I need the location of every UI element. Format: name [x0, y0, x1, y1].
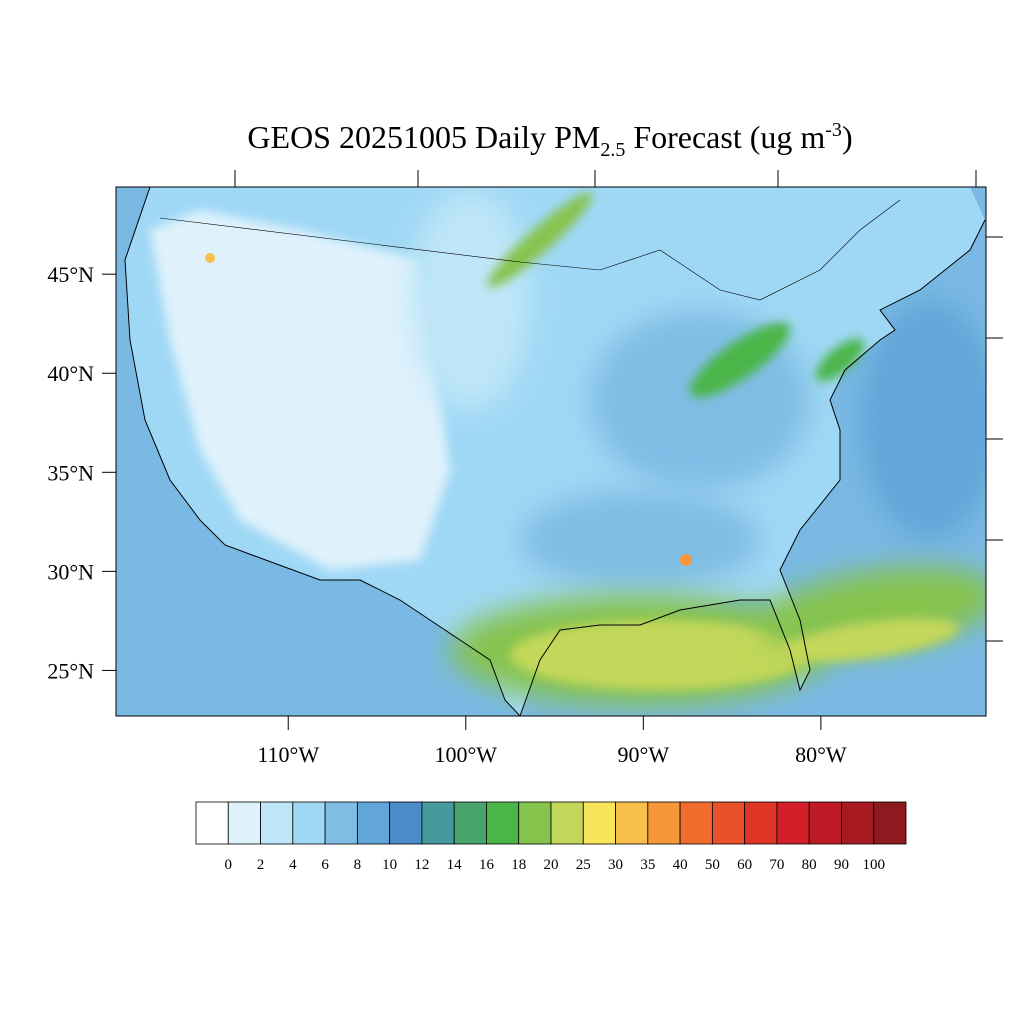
colorbar-box	[389, 801, 423, 845]
title-text: GEOS 20251005 Daily PM	[247, 119, 600, 155]
colorbar-label: 20	[544, 857, 559, 873]
colorbar-label: 40	[673, 857, 688, 873]
colorbar-label: 70	[769, 857, 784, 873]
lon-tick-label: 110°W	[257, 742, 319, 767]
colorbar-box	[486, 801, 520, 845]
colorbar-label: 0	[225, 857, 233, 873]
colorbar-label: 4	[289, 857, 297, 873]
colorbar-label: 18	[511, 857, 526, 873]
colorbar-box	[227, 801, 261, 845]
colorbar-label: 35	[640, 857, 655, 873]
colorbar-label: 60	[737, 857, 752, 873]
colorbar-box	[421, 801, 455, 845]
colorbar-label: 30	[608, 857, 623, 873]
colorbar-label: 12	[414, 857, 429, 873]
frame-ticks	[234, 170, 1003, 642]
colorbar-label: 25	[576, 857, 591, 873]
colorbar-box	[292, 801, 326, 845]
colorbar-box	[550, 801, 584, 845]
colorbar-box	[744, 801, 778, 845]
colorbar-box	[260, 801, 294, 845]
colorbar-box	[647, 801, 681, 845]
title-text: Forecast (ug m	[625, 119, 825, 155]
colorbar-box	[808, 801, 842, 845]
colorbar-label: 16	[479, 857, 495, 873]
colorbar-label: 6	[321, 857, 329, 873]
colorbar-box	[873, 801, 907, 845]
colorbar-box	[711, 801, 746, 845]
colorbar-label: 80	[802, 857, 817, 873]
colorbar-label: 50	[705, 857, 720, 873]
colorbar-label: 2	[257, 857, 265, 873]
colorbar-label: 90	[834, 857, 849, 873]
colorbar-box	[356, 801, 391, 845]
lon-tick-label: 100°W	[434, 742, 497, 767]
colorbar-box	[518, 801, 552, 845]
colorbar-box	[582, 801, 616, 845]
lon-tick-label: 80°W	[795, 742, 847, 767]
map-field	[116, 187, 986, 716]
title-superscript: -3	[825, 119, 842, 141]
colorbar-label: 100	[862, 857, 885, 873]
title: GEOS 20251005 Daily PM2.5 Forecast (ug m…	[247, 119, 852, 161]
colorbar-box	[679, 801, 713, 845]
lat-tick-label: 30°N	[47, 559, 94, 584]
title-subscript: 2.5	[600, 139, 625, 161]
colorbar-label: 14	[447, 857, 463, 873]
colorbar-box	[453, 801, 487, 845]
title-text: )	[842, 119, 853, 155]
colorbar-box	[841, 801, 875, 845]
map-frame	[115, 186, 987, 717]
colorbar-box	[776, 801, 810, 845]
colorbar-box	[324, 801, 358, 845]
lat-tick-label: 40°N	[47, 361, 94, 386]
colorbar-box	[195, 801, 229, 845]
colorbar-box	[615, 801, 649, 845]
lat-tick-label: 35°N	[47, 460, 94, 485]
lat-tick-label: 25°N	[47, 658, 94, 683]
colorbar-label: 10	[382, 857, 397, 873]
lat-tick-label: 45°N	[47, 262, 94, 287]
lon-tick-label: 90°W	[618, 742, 670, 767]
colorbar-label: 8	[354, 857, 362, 873]
